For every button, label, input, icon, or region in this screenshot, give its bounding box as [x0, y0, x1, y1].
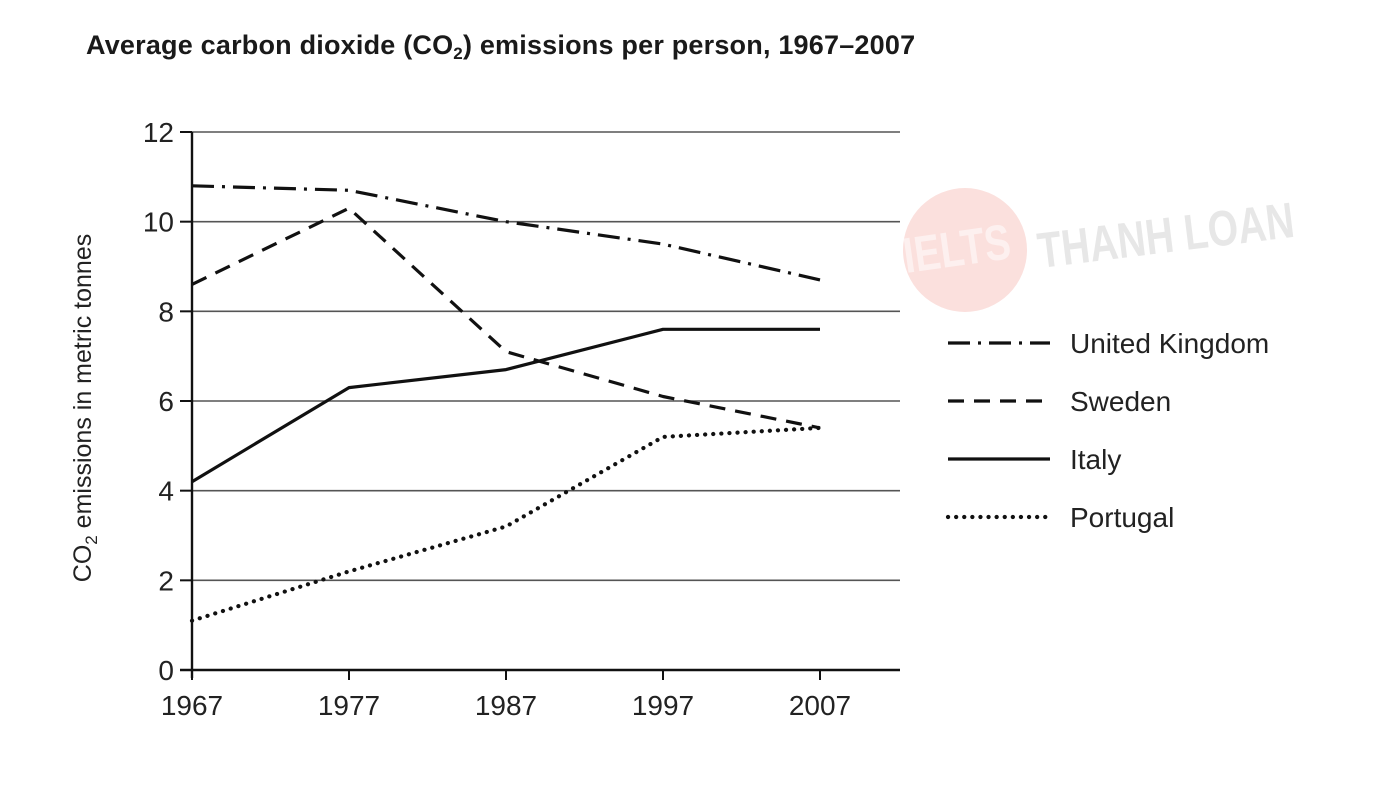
y-tick-label: 4 — [158, 476, 174, 507]
x-tick-label: 1997 — [632, 690, 694, 721]
watermark-circle — [903, 188, 1027, 312]
legend-item-portugal: Portugal — [945, 502, 1174, 533]
chart-title-subscript: 2 — [453, 44, 463, 63]
y-tick-label: 6 — [158, 386, 174, 417]
chart-title: Average carbon dioxide (CO2) emissions p… — [86, 30, 915, 64]
legend-label: United Kingdom — [1070, 328, 1269, 359]
axes — [180, 131, 900, 680]
series-line-united-kingdom — [191, 184, 821, 282]
series-line-portugal — [189, 425, 823, 623]
legend-label: Sweden — [1070, 386, 1171, 417]
legend: United Kingdom Sweden Italy Portugal — [945, 328, 1269, 533]
legend-item-united-kingdom: United Kingdom — [948, 328, 1269, 359]
series-line-sweden — [191, 206, 821, 430]
chart-title-rest: ) emissions per person, 1967–2007 — [462, 30, 916, 60]
tick-labels: 0 2 4 6 8 10 12 1967 1977 1987 1997 2007 — [143, 117, 851, 721]
y-tick-label: 0 — [158, 655, 174, 686]
legend-item-sweden: Sweden — [948, 386, 1171, 417]
series-line-italy — [191, 327, 820, 484]
x-tick-label: 1977 — [318, 690, 380, 721]
chart-title-main: Average carbon dioxide (CO — [86, 30, 454, 60]
series-lines — [189, 184, 823, 623]
legend-item-italy: Italy — [948, 444, 1121, 475]
x-tick-label: 1987 — [475, 690, 537, 721]
y-tick-label: 10 — [143, 207, 174, 238]
y-axis-label: CO2 emissions in metric tonnes — [69, 234, 101, 582]
legend-label: Italy — [1070, 444, 1121, 475]
y-tick-label: 2 — [158, 565, 174, 596]
y-tick-label: 12 — [143, 117, 174, 148]
watermark-text: THANH LOAN — [1034, 191, 1297, 279]
x-tick-label: 2007 — [789, 690, 851, 721]
y-tick-label: 8 — [158, 296, 174, 327]
x-tick-label: 1967 — [161, 690, 223, 721]
watermark: IELTS THANH LOAN — [900, 188, 1297, 312]
gridlines — [192, 131, 900, 582]
legend-label: Portugal — [1070, 502, 1174, 533]
